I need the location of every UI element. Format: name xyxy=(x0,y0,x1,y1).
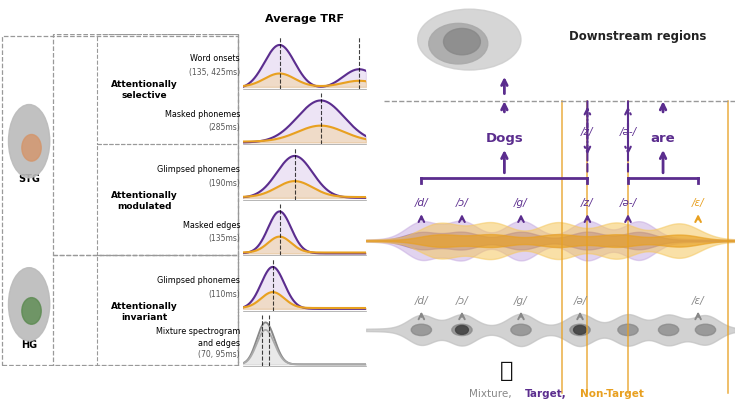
Ellipse shape xyxy=(511,324,531,336)
Text: ⦾: ⦾ xyxy=(500,360,513,381)
Text: Glimpsed phonemes: Glimpsed phonemes xyxy=(157,276,240,285)
Text: /d/: /d/ xyxy=(415,295,429,305)
Text: /ə-/: /ə-/ xyxy=(620,127,637,136)
Text: /g/: /g/ xyxy=(514,198,528,208)
Text: /ə-/: /ə-/ xyxy=(620,198,637,208)
Ellipse shape xyxy=(452,324,472,336)
Text: Target,: Target, xyxy=(525,388,567,398)
Text: Word onsets: Word onsets xyxy=(190,54,240,63)
Text: (190ms): (190ms) xyxy=(208,178,240,187)
Text: Mixture,: Mixture, xyxy=(470,388,512,398)
Text: (135ms): (135ms) xyxy=(208,234,240,243)
Text: (70, 95ms): (70, 95ms) xyxy=(198,349,240,358)
Text: are: are xyxy=(650,132,675,145)
Ellipse shape xyxy=(618,324,638,336)
Text: Mixture spectrogram: Mixture spectrogram xyxy=(156,326,240,335)
Text: Attentionally
selective: Attentionally selective xyxy=(111,80,178,100)
Text: Masked phonemes: Masked phonemes xyxy=(165,110,240,119)
Text: HG: HG xyxy=(21,339,37,350)
Text: Non-Target: Non-Target xyxy=(580,388,644,398)
Text: /ɛ/: /ɛ/ xyxy=(692,295,704,305)
Ellipse shape xyxy=(659,324,678,336)
Text: /g/: /g/ xyxy=(514,295,528,305)
Text: Glimpsed phonemes: Glimpsed phonemes xyxy=(157,165,240,174)
Text: Average TRF: Average TRF xyxy=(265,14,344,24)
Ellipse shape xyxy=(443,30,481,55)
Text: /ɔ/: /ɔ/ xyxy=(456,295,468,305)
Ellipse shape xyxy=(429,24,488,65)
Ellipse shape xyxy=(456,326,468,335)
Text: Masked edges: Masked edges xyxy=(182,220,240,229)
Text: /ə/: /ə/ xyxy=(573,295,587,305)
Text: Downstream regions: Downstream regions xyxy=(569,30,706,43)
Ellipse shape xyxy=(9,105,50,178)
Text: (285ms): (285ms) xyxy=(209,123,240,132)
Ellipse shape xyxy=(9,268,50,341)
Text: /ɛ/: /ɛ/ xyxy=(692,198,704,208)
Ellipse shape xyxy=(417,10,521,71)
Text: STG: STG xyxy=(18,173,40,183)
Text: /z/: /z/ xyxy=(581,198,594,208)
Text: /ɔ/: /ɔ/ xyxy=(456,198,468,208)
Text: (110ms): (110ms) xyxy=(209,289,240,298)
Text: /d/: /d/ xyxy=(415,198,429,208)
Ellipse shape xyxy=(695,324,716,336)
Text: and edges: and edges xyxy=(198,338,240,347)
Ellipse shape xyxy=(570,324,590,336)
Text: Dogs: Dogs xyxy=(486,132,523,145)
Text: /z/: /z/ xyxy=(581,127,594,136)
Ellipse shape xyxy=(411,324,431,336)
Ellipse shape xyxy=(22,298,41,324)
Text: Attentionally
modulated: Attentionally modulated xyxy=(111,191,178,210)
Text: (135, 425ms): (135, 425ms) xyxy=(189,68,240,77)
Ellipse shape xyxy=(22,135,41,162)
Text: Attentionally
invariant: Attentionally invariant xyxy=(111,301,178,321)
Ellipse shape xyxy=(573,326,587,335)
